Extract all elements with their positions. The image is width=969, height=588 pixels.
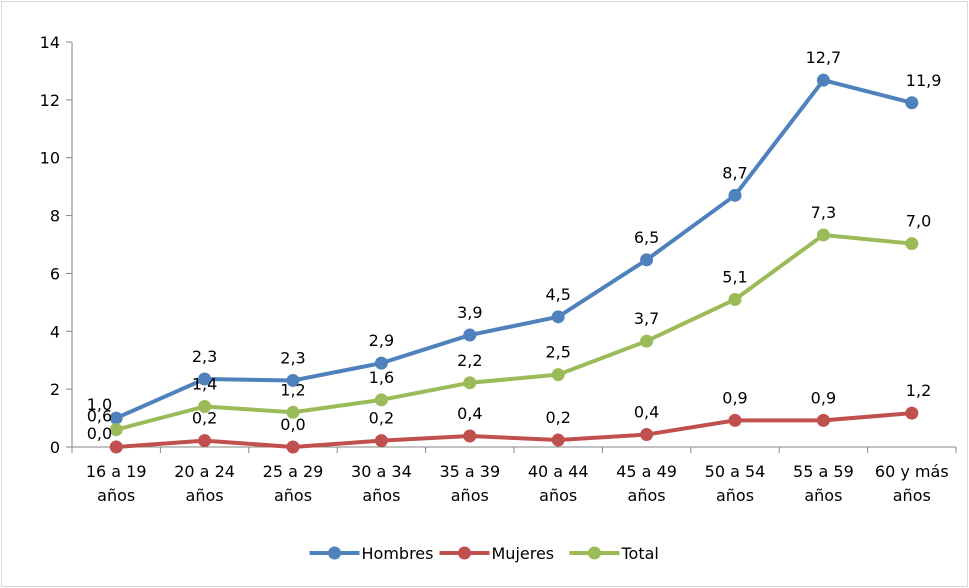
data-label-hombres: 2,3: [280, 348, 305, 367]
data-label-mujeres: 1,2: [906, 381, 931, 400]
series-line-mujeres: [116, 411, 912, 449]
data-point-hombres: [551, 310, 565, 324]
y-tick-label: 10: [40, 149, 60, 168]
legend-marker-hombres: [328, 546, 341, 560]
data-point-hombres: [728, 188, 742, 202]
data-label-hombres: 4,5: [545, 285, 570, 304]
data-point-mujeres: [640, 428, 654, 442]
x-tick-label: 40 a 44 años: [528, 462, 589, 505]
data-label-mujeres: 0,2: [369, 409, 394, 428]
data-point-hombres: [374, 356, 388, 370]
x-tick-label: 55 a 59 años: [793, 462, 854, 505]
data-point-mujeres: [109, 440, 123, 454]
y-tick-label: 12: [40, 91, 60, 110]
data-point-total: [551, 368, 565, 382]
data-label-mujeres: 0,9: [722, 388, 747, 407]
data-point-total: [816, 228, 830, 242]
x-tick-label: 30 a 34 años: [351, 462, 412, 505]
data-point-mujeres: [374, 434, 388, 448]
data-label-mujeres: 0,0: [87, 424, 112, 443]
legend-label-total: Total: [621, 544, 659, 563]
data-label-hombres: 3,9: [457, 303, 482, 322]
data-label-total: 5,1: [722, 267, 747, 286]
data-point-hombres: [198, 372, 212, 386]
data-point-total: [198, 400, 212, 413]
data-point-hombres: [640, 253, 654, 267]
data-point-hombres: [109, 411, 123, 425]
data-label-hombres: 2,3: [192, 347, 217, 366]
x-tick-label: 16 a 19 años: [86, 462, 147, 505]
x-tick-label: 60 y más años: [875, 462, 949, 505]
y-tick-label: 4: [50, 322, 60, 341]
data-point-total: [728, 292, 742, 306]
data-point-mujeres: [286, 440, 300, 454]
data-label-hombres: 8,7: [722, 163, 747, 182]
data-point-total: [109, 423, 123, 437]
data-point-mujeres: [463, 429, 477, 443]
data-label-total: 2,5: [545, 343, 570, 362]
data-label-total: 7,0: [906, 212, 931, 231]
y-tick-label: 0: [50, 438, 60, 457]
data-point-mujeres: [551, 433, 565, 447]
x-tick-label: 35 a 39 años: [439, 462, 500, 505]
data-label-mujeres: 0,2: [192, 409, 217, 428]
data-point-total: [286, 405, 300, 419]
data-point-hombres: [463, 328, 477, 342]
data-label-total: 0,6: [87, 407, 112, 426]
series-line-total: [115, 232, 912, 432]
legend-marker-total: [588, 546, 601, 560]
x-tick-label: 50 a 54 años: [705, 462, 766, 505]
data-point-mujeres: [198, 434, 212, 448]
x-tick-label: 25 a 29 años: [263, 462, 324, 505]
data-label-mujeres: 0,4: [634, 403, 659, 422]
data-label-hombres: 6,5: [634, 228, 659, 247]
legend-label-mujeres: Mujeres: [492, 544, 555, 563]
data-label-total: 7,3: [811, 203, 836, 222]
x-tick-label: 20 a 24 años: [174, 462, 235, 505]
data-label-total: 1,2: [280, 380, 305, 399]
data-point-total: [374, 393, 388, 407]
data-point-mujeres: [816, 413, 830, 427]
data-label-mujeres: 0,2: [545, 408, 570, 427]
y-tick-label: 6: [50, 264, 60, 283]
data-label-total: 2,2: [457, 351, 482, 370]
series-line-hombres: [115, 78, 913, 420]
data-point-hombres: [286, 373, 300, 387]
data-point-total: [640, 334, 654, 348]
legend-label-hombres: Hombres: [362, 544, 434, 563]
legend-marker-mujeres: [458, 546, 471, 560]
data-label-hombres: 2,9: [369, 331, 394, 350]
data-point-mujeres: [728, 413, 742, 427]
y-tick-label: 14: [40, 33, 60, 52]
data-label-hombres: 11,9: [906, 71, 942, 90]
data-label-total: 1,6: [369, 368, 394, 387]
data-label-total: 3,7: [634, 309, 659, 328]
data-point-mujeres: [905, 406, 919, 420]
data-label-hombres: 1,0: [87, 395, 112, 414]
data-label-mujeres: 0,4: [457, 404, 482, 423]
y-tick-label: 2: [50, 380, 60, 399]
data-point-total: [463, 376, 477, 390]
x-tick-label: 45 a 49 años: [616, 462, 677, 505]
data-label-mujeres: 0,0: [280, 415, 305, 434]
y-tick-label: 8: [50, 207, 60, 226]
data-point-hombres: [816, 73, 830, 87]
data-point-total: [905, 237, 919, 251]
data-point-hombres: [905, 96, 919, 110]
data-label-mujeres: 0,9: [811, 388, 836, 407]
data-label-total: 1,4: [192, 375, 217, 394]
data-label-hombres: 12,7: [806, 48, 842, 67]
